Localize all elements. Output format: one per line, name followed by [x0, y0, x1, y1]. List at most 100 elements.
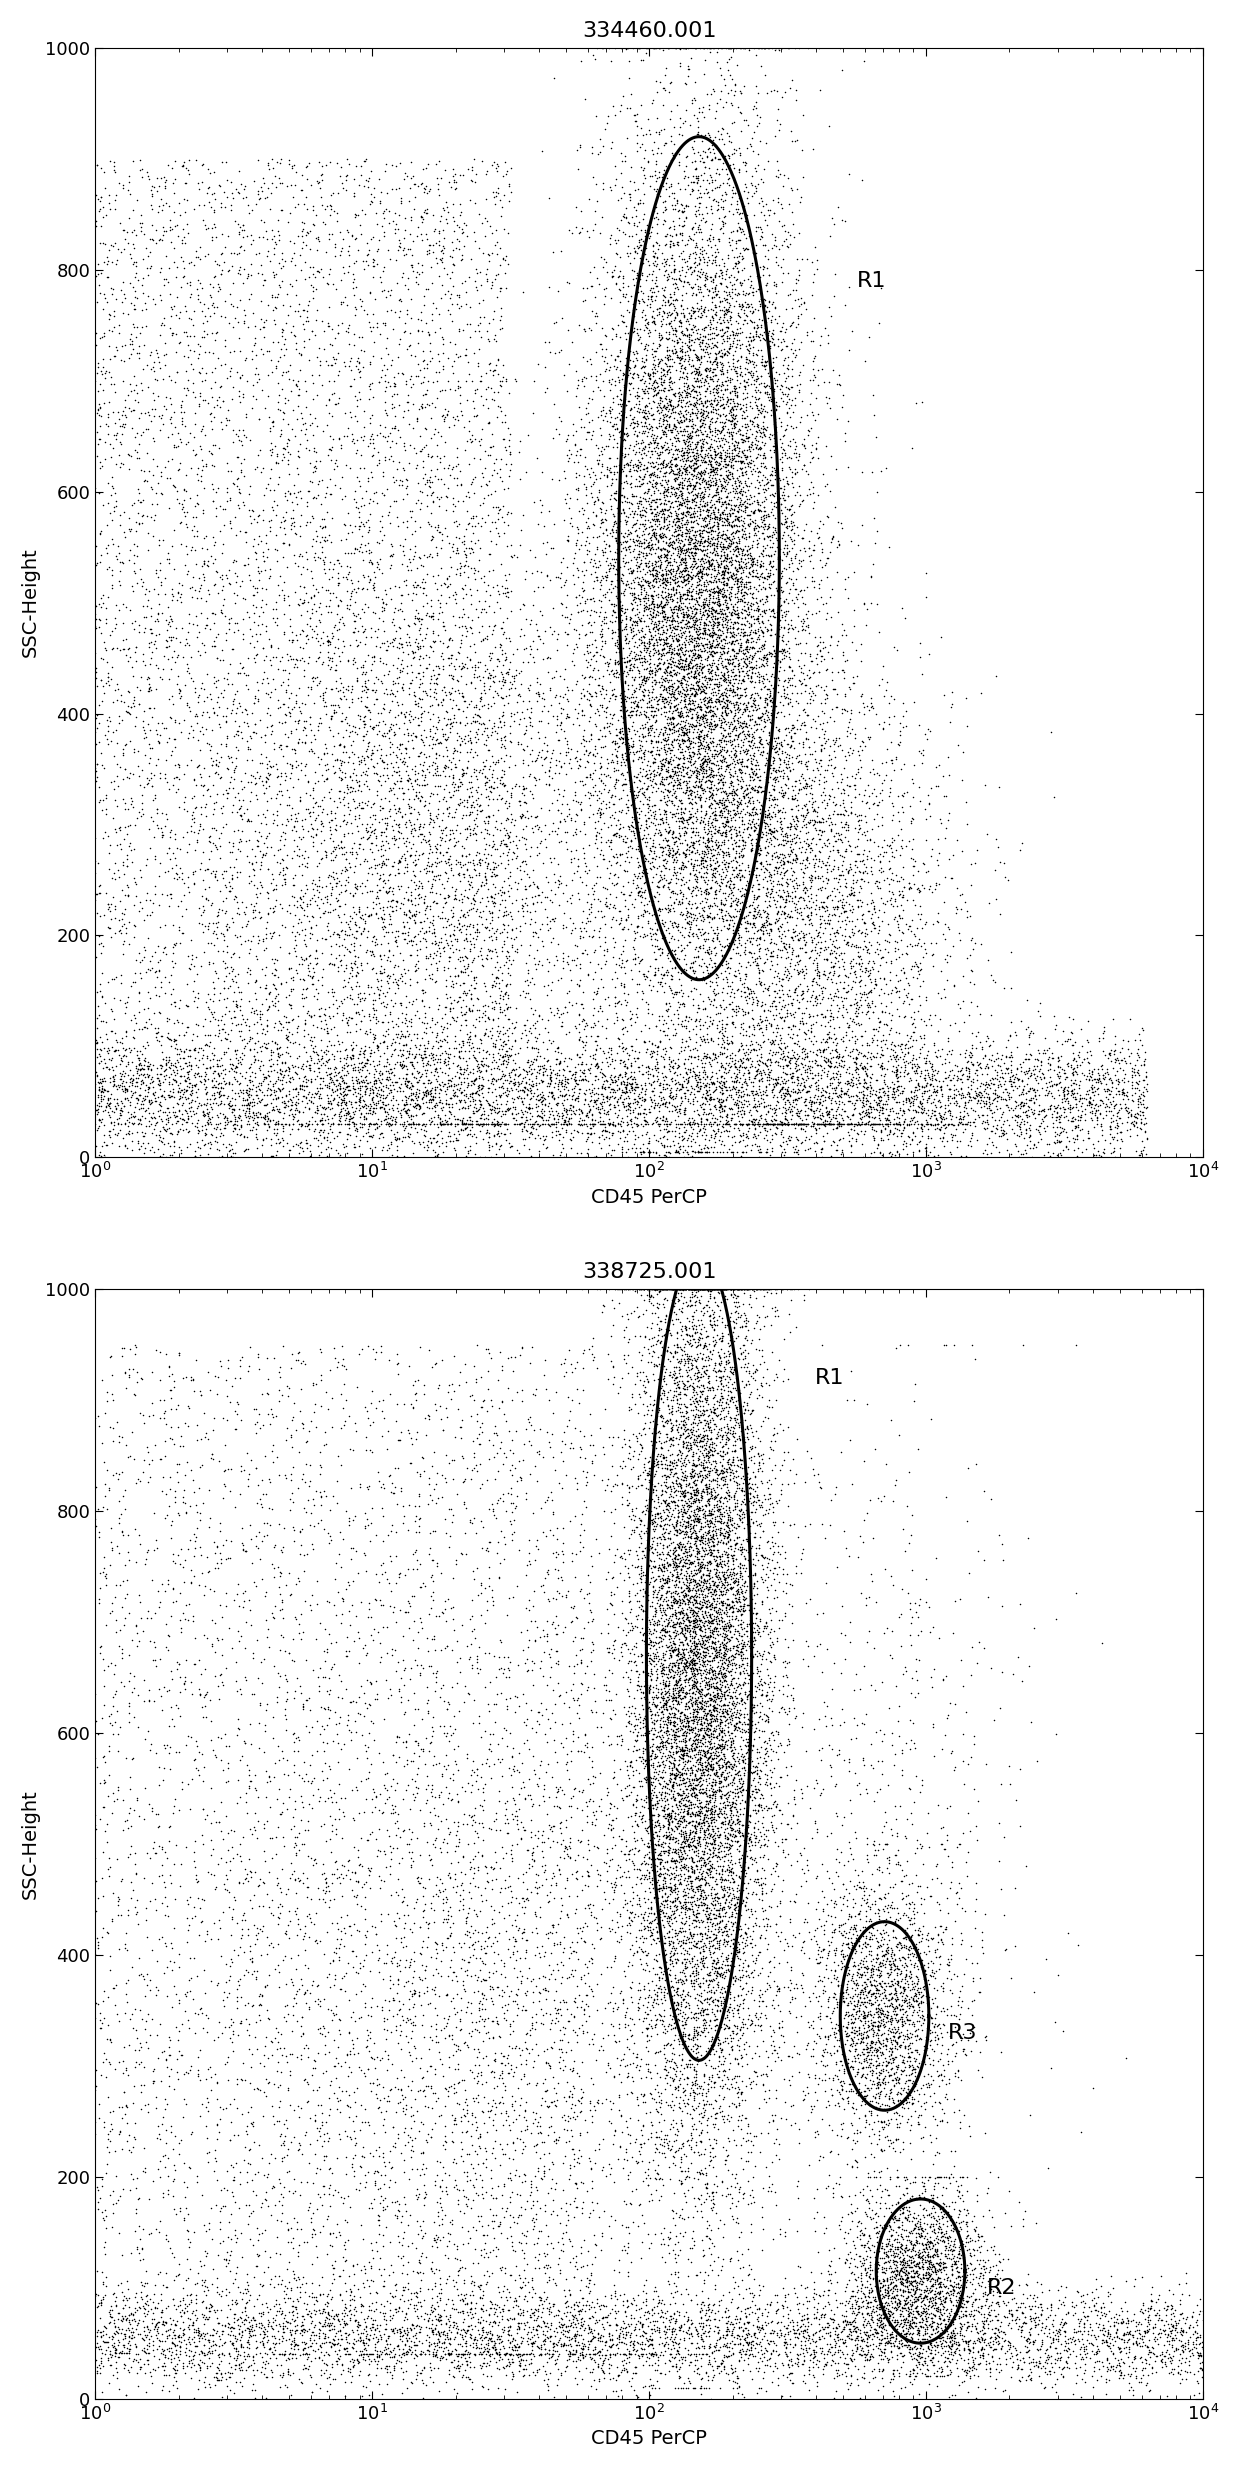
- Point: [800, 1788, 820, 1827]
- Point: [862, 2291, 882, 2331]
- Point: [653, 1509, 673, 1548]
- Point: [386, 714, 405, 753]
- Point: [326, 1032, 346, 1072]
- Point: [523, 585, 543, 625]
- Point: [704, 1269, 724, 1309]
- Point: [671, 1269, 691, 1309]
- Point: [688, 1867, 708, 1906]
- Point: [725, 681, 745, 721]
- Point: [167, 1101, 187, 1141]
- Point: [495, 2071, 515, 2111]
- Point: [482, 780, 502, 820]
- Point: [812, 1872, 832, 1911]
- Point: [670, 351, 689, 390]
- Point: [832, 2067, 852, 2106]
- Point: [750, 546, 770, 585]
- Point: [755, 373, 775, 412]
- Point: [687, 1669, 707, 1709]
- Point: [229, 420, 249, 459]
- Point: [746, 857, 766, 896]
- Point: [730, 563, 750, 602]
- Point: [362, 363, 382, 402]
- Point: [413, 918, 433, 958]
- Point: [613, 277, 632, 316]
- Point: [660, 2304, 680, 2343]
- Point: [799, 607, 818, 647]
- Point: [422, 2047, 441, 2086]
- Point: [1152, 2333, 1172, 2373]
- Point: [622, 2284, 642, 2323]
- Point: [351, 286, 371, 326]
- Point: [155, 807, 175, 847]
- Point: [683, 847, 703, 886]
- Point: [355, 2168, 374, 2207]
- Point: [794, 1067, 813, 1106]
- Point: [644, 1647, 663, 1686]
- Point: [681, 2281, 701, 2321]
- Point: [745, 1825, 765, 1864]
- Point: [739, 1459, 759, 1499]
- Point: [356, 526, 376, 565]
- Point: [671, 2101, 691, 2141]
- Point: [631, 2126, 651, 2165]
- Point: [570, 1412, 590, 1452]
- Point: [748, 1785, 768, 1825]
- Point: [667, 588, 687, 627]
- Point: [732, 444, 751, 484]
- Point: [640, 1751, 660, 1790]
- Point: [681, 1630, 701, 1669]
- Point: [973, 2338, 993, 2378]
- Point: [730, 669, 750, 709]
- Point: [241, 1590, 260, 1630]
- Point: [677, 1758, 697, 1797]
- Point: [652, 319, 672, 358]
- Point: [448, 2252, 467, 2291]
- Point: [720, 600, 740, 639]
- Point: [779, 1042, 799, 1081]
- Point: [680, 921, 699, 960]
- Point: [655, 728, 675, 768]
- Point: [637, 1607, 657, 1647]
- Point: [877, 2022, 897, 2062]
- Point: [735, 718, 755, 758]
- Point: [449, 956, 469, 995]
- Point: [117, 2121, 136, 2160]
- Point: [665, 249, 684, 289]
- Point: [749, 407, 769, 447]
- Point: [838, 2234, 858, 2274]
- Point: [703, 1516, 723, 1555]
- Point: [138, 496, 157, 536]
- Point: [334, 1797, 353, 1837]
- Point: [521, 2323, 541, 2363]
- Point: [108, 412, 128, 452]
- Point: [839, 669, 859, 709]
- Point: [185, 2012, 205, 2052]
- Point: [841, 1862, 861, 1901]
- Point: [766, 521, 786, 560]
- Point: [653, 1405, 673, 1444]
- Point: [770, 607, 790, 647]
- Point: [826, 1069, 846, 1109]
- Point: [371, 859, 391, 899]
- Point: [311, 738, 331, 778]
- Point: [611, 1580, 631, 1620]
- Point: [719, 2311, 739, 2350]
- Point: [852, 1015, 872, 1054]
- Point: [642, 1800, 662, 1839]
- Point: [663, 501, 683, 541]
- Point: [331, 746, 351, 785]
- Point: [384, 363, 404, 402]
- Point: [187, 1109, 207, 1148]
- Point: [713, 1074, 733, 1114]
- Point: [1118, 2346, 1138, 2385]
- Point: [719, 437, 739, 477]
- Point: [181, 1358, 201, 1397]
- Point: [657, 936, 677, 975]
- Point: [634, 691, 653, 731]
- Point: [169, 1790, 188, 1830]
- Point: [858, 1089, 878, 1128]
- Point: [277, 1002, 296, 1042]
- Point: [720, 1785, 740, 1825]
- Point: [662, 1039, 682, 1079]
- Point: [350, 909, 370, 948]
